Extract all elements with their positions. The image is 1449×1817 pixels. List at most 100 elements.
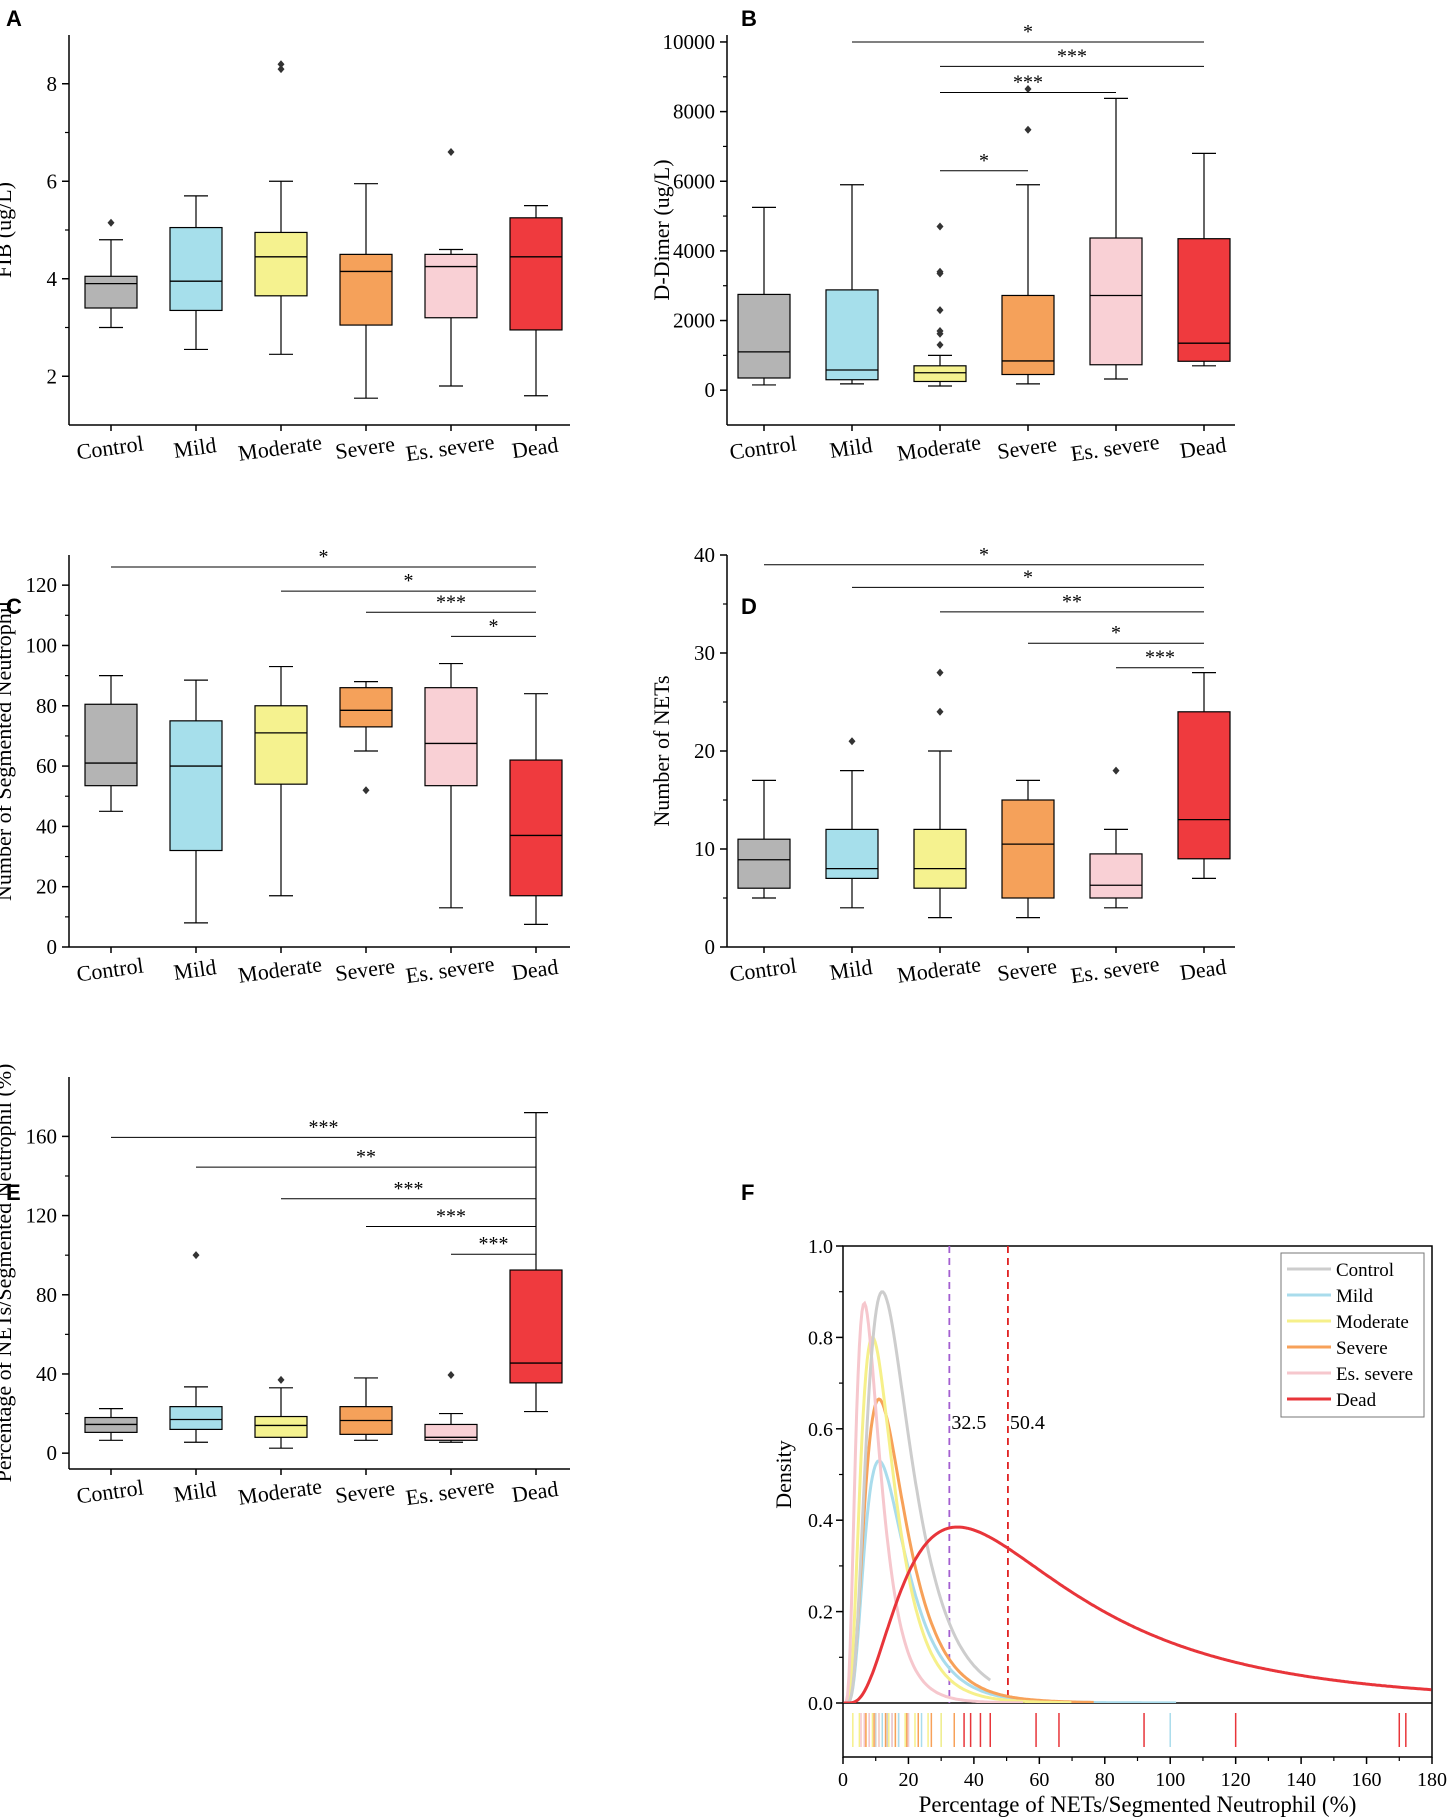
outlier-point xyxy=(447,1370,455,1379)
y-tick-label: 10000 xyxy=(663,30,716,54)
significance-label: * xyxy=(1023,566,1033,588)
y-tick-label: 0 xyxy=(47,1441,58,1465)
y-tick-label: 40 xyxy=(36,814,57,838)
box-mild xyxy=(169,720,223,852)
outlier-point xyxy=(192,1251,200,1260)
significance-label: *** xyxy=(309,1116,339,1138)
outlier-point xyxy=(1112,766,1120,775)
x-tick-label: Mild xyxy=(172,432,218,463)
y-tick-label: 20 xyxy=(694,739,715,763)
legend-label: Control xyxy=(1336,1260,1394,1281)
outlier-point xyxy=(277,60,285,69)
x-tick-label: 160 xyxy=(1352,1769,1382,1791)
y-tick-label: 20 xyxy=(36,875,57,899)
x-tick-label: Severe xyxy=(334,1475,397,1508)
y-tick-label: 0.2 xyxy=(808,1602,833,1624)
y-tick-label: 120 xyxy=(26,1204,58,1228)
panel-letter-d: D xyxy=(741,594,757,619)
x-tick-label: 60 xyxy=(1029,1769,1049,1791)
panel-a: A 2 4 6 8 FIB (ug/L) Control Mild Moderate Sever… xyxy=(0,6,570,466)
x-tick-label: Control xyxy=(75,431,145,465)
legend-label: Moderate xyxy=(1336,1312,1409,1333)
panel-c: C 0 20 40 60 80 100 120 Number of Segmented Neu… xyxy=(0,546,570,988)
y-axis-label: D-Dimer (ug/L) xyxy=(649,159,674,300)
y-tick-label: 8 xyxy=(47,72,58,96)
x-tick-label: 120 xyxy=(1221,1769,1251,1791)
y-tick-label: 0 xyxy=(705,935,716,959)
y-axis-label: Number of NETs xyxy=(649,675,674,826)
x-tick-label: Es. severe xyxy=(404,1473,496,1510)
outlier-point xyxy=(936,267,944,276)
box-es-severe xyxy=(424,1423,478,1441)
x-tick-label: Moderate xyxy=(895,951,982,987)
y-tick-label: 160 xyxy=(26,1124,58,1148)
density-curve-moderate xyxy=(843,1335,1072,1703)
x-tick-label: Mild xyxy=(172,1476,218,1507)
density-curve-dead xyxy=(843,1525,1432,1703)
y-tick-label: 0 xyxy=(705,378,716,402)
outlier-point xyxy=(936,222,944,231)
box-severe xyxy=(339,687,393,728)
outlier-point xyxy=(277,1375,285,1384)
outlier-point xyxy=(277,65,285,74)
x-tick-label: Es. severe xyxy=(404,429,496,466)
box-es-severe xyxy=(424,253,478,319)
x-tick-label: Es. severe xyxy=(1069,429,1161,466)
outlier-point xyxy=(107,218,115,227)
x-tick-label: Control xyxy=(728,431,798,465)
y-axis-label: FIB (ug/L) xyxy=(0,182,16,278)
significance-label: ** xyxy=(1062,591,1082,613)
x-tick-label: Es. severe xyxy=(404,951,496,988)
outlier-point xyxy=(936,306,944,315)
x-tick-label: Control xyxy=(728,953,798,987)
x-tick-label: Control xyxy=(75,1475,145,1509)
y-tick-label: 0.8 xyxy=(808,1327,833,1349)
panel-d: D 0 10 20 30 40 Number of NETs Control Mild Mode… xyxy=(649,543,1235,988)
box-control xyxy=(737,293,791,379)
box-moderate xyxy=(913,828,967,889)
y-tick-label: 8000 xyxy=(673,100,715,124)
box-control xyxy=(737,838,791,889)
significance-label: *** xyxy=(479,1233,509,1255)
significance-label: * xyxy=(979,150,989,172)
outlier-point xyxy=(936,668,944,677)
outlier-point xyxy=(1024,84,1032,93)
panel-letter-b: B xyxy=(741,6,757,31)
panel-letter-c: C xyxy=(6,594,22,619)
x-tick-label: Moderate xyxy=(236,429,323,465)
box-mild xyxy=(825,289,879,381)
significance-label: ** xyxy=(356,1146,376,1168)
legend-label: Severe xyxy=(1336,1338,1388,1359)
x-tick-label: Mild xyxy=(828,954,874,985)
box-moderate xyxy=(913,365,967,383)
y-tick-label: 40 xyxy=(694,543,715,567)
panel-b: B 0 2000 4000 6000 8000 10000 D-Dimer (ug/L) Co… xyxy=(649,6,1235,466)
panel-letter-f: F xyxy=(741,1180,754,1205)
significance-label: *** xyxy=(1057,45,1087,67)
x-tick-label: 0 xyxy=(838,1769,848,1791)
box-severe xyxy=(339,253,393,326)
y-axis-label: Number of Segmented Neutrophil xyxy=(0,601,16,901)
x-tick-label: Moderate xyxy=(236,1473,323,1509)
x-tick-label: Moderate xyxy=(895,429,982,465)
significance-label: * xyxy=(979,544,989,566)
y-tick-label: 30 xyxy=(694,641,715,665)
box-dead xyxy=(1177,711,1231,860)
box-es-severe xyxy=(1089,237,1143,366)
box-moderate xyxy=(254,231,308,297)
box-dead xyxy=(509,217,563,331)
y-tick-label: 100 xyxy=(26,633,58,657)
x-tick-label: Dead xyxy=(510,1476,559,1507)
box-es-severe xyxy=(1089,853,1143,899)
significance-label: * xyxy=(404,570,414,592)
outlier-point xyxy=(848,737,856,746)
outlier-point xyxy=(447,148,455,156)
x-tick-label: Severe xyxy=(996,953,1059,986)
significance-label: * xyxy=(489,615,499,637)
box-dead xyxy=(509,1269,563,1384)
x-tick-label: 140 xyxy=(1286,1769,1316,1791)
x-tick-label: 80 xyxy=(1095,1769,1115,1791)
x-tick-label: Es. severe xyxy=(1069,951,1161,988)
y-tick-label: 40 xyxy=(36,1362,57,1386)
